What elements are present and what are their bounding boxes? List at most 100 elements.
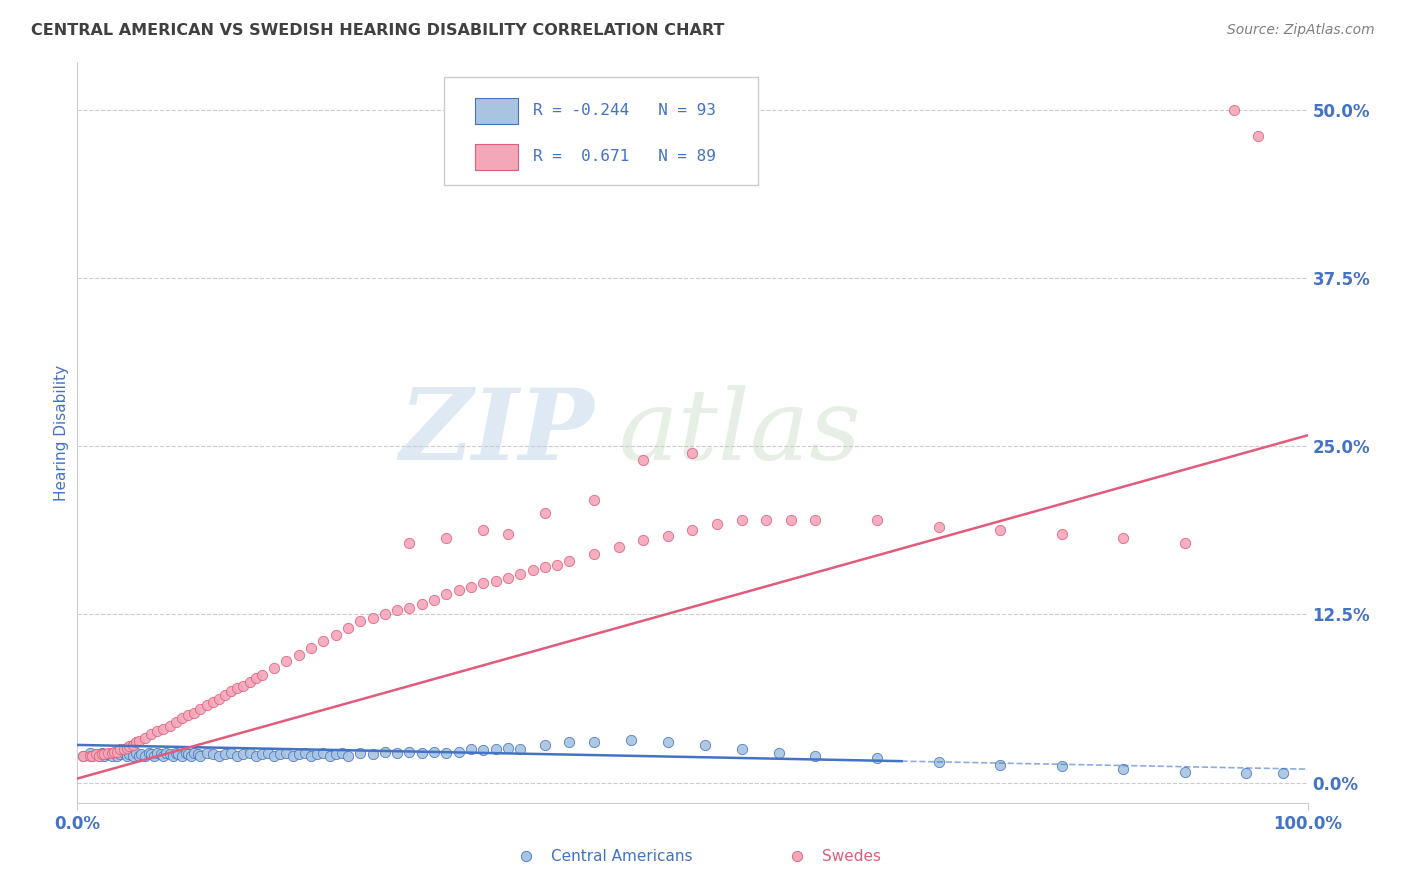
- Point: [496, 571, 519, 585]
- Point: [226, 748, 249, 763]
- Point: [558, 735, 581, 749]
- Point: [307, 747, 329, 762]
- Point: [423, 745, 446, 759]
- Point: [165, 746, 187, 760]
- Point: [232, 747, 254, 762]
- Point: [134, 748, 156, 763]
- Point: [250, 747, 273, 762]
- Point: [245, 748, 267, 763]
- Point: [768, 746, 790, 760]
- Point: [105, 745, 128, 759]
- Point: [183, 746, 205, 760]
- Point: [84, 747, 107, 762]
- Point: [146, 746, 169, 760]
- Point: [138, 746, 160, 760]
- Point: [141, 727, 163, 741]
- Point: [245, 671, 267, 685]
- Point: [263, 748, 285, 763]
- Point: [121, 748, 143, 763]
- Point: [1050, 759, 1073, 773]
- Point: [90, 746, 114, 760]
- Point: [312, 746, 335, 760]
- Point: [72, 748, 94, 763]
- Y-axis label: Hearing Disability: Hearing Disability: [53, 365, 69, 500]
- Point: [349, 614, 371, 628]
- Point: [546, 558, 568, 572]
- Point: [232, 679, 254, 693]
- Point: [312, 634, 335, 648]
- Point: [165, 714, 187, 729]
- Point: [583, 735, 606, 749]
- Point: [195, 746, 218, 760]
- Point: [155, 746, 177, 760]
- Point: [361, 611, 384, 625]
- Point: [177, 747, 200, 762]
- Point: [1050, 526, 1073, 541]
- Point: [460, 742, 482, 756]
- Point: [374, 607, 396, 622]
- Point: [411, 746, 433, 760]
- Point: [142, 748, 165, 763]
- Point: [682, 523, 704, 537]
- Point: [398, 536, 420, 550]
- Point: [534, 507, 557, 521]
- Point: [374, 745, 396, 759]
- Point: [82, 748, 104, 763]
- Point: [693, 738, 716, 752]
- Text: Swedes: Swedes: [821, 848, 880, 863]
- Text: atlas: atlas: [619, 385, 862, 480]
- Point: [112, 742, 135, 756]
- Point: [496, 526, 519, 541]
- Point: [195, 698, 218, 712]
- Point: [269, 747, 291, 762]
- Point: [201, 695, 224, 709]
- Point: [411, 597, 433, 611]
- Point: [509, 566, 531, 581]
- Point: [79, 746, 101, 760]
- Point: [105, 748, 128, 763]
- Point: [159, 719, 181, 733]
- Text: R =  0.671   N = 89: R = 0.671 N = 89: [533, 149, 716, 164]
- Point: [988, 758, 1011, 772]
- Point: [294, 746, 316, 760]
- Point: [93, 747, 115, 762]
- Point: [239, 746, 262, 760]
- Point: [118, 739, 141, 754]
- Point: [325, 627, 347, 641]
- Point: [385, 746, 409, 760]
- Point: [337, 748, 360, 763]
- Point: [620, 732, 643, 747]
- Point: [103, 745, 125, 759]
- Point: [460, 581, 482, 595]
- Point: [115, 748, 138, 763]
- FancyBboxPatch shape: [444, 78, 758, 185]
- Point: [288, 648, 311, 662]
- Point: [162, 748, 184, 763]
- Point: [706, 517, 728, 532]
- Point: [128, 748, 150, 763]
- Point: [118, 747, 141, 762]
- Point: [866, 751, 889, 765]
- Point: [276, 746, 298, 760]
- Point: [337, 621, 360, 635]
- Point: [89, 748, 111, 763]
- Point: [150, 747, 173, 762]
- Point: [97, 747, 120, 762]
- Point: [250, 668, 273, 682]
- Point: [239, 674, 262, 689]
- Point: [583, 547, 606, 561]
- Point: [804, 513, 827, 527]
- Point: [515, 872, 537, 887]
- Point: [804, 748, 827, 763]
- Point: [349, 746, 371, 760]
- Point: [177, 708, 200, 723]
- Point: [188, 748, 212, 763]
- Point: [583, 492, 606, 507]
- Point: [188, 701, 212, 715]
- Point: [1112, 531, 1135, 545]
- Point: [180, 748, 202, 763]
- Point: [485, 574, 508, 588]
- Point: [214, 688, 236, 702]
- Point: [263, 661, 285, 675]
- Point: [657, 735, 679, 749]
